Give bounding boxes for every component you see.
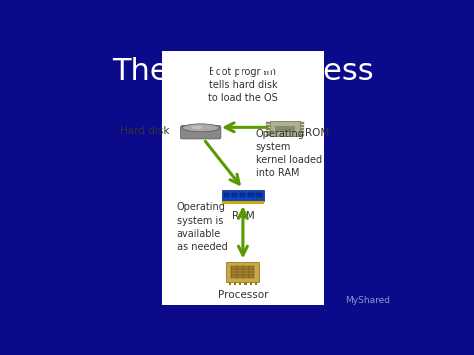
- FancyBboxPatch shape: [240, 193, 246, 197]
- FancyBboxPatch shape: [266, 125, 271, 126]
- FancyBboxPatch shape: [248, 193, 254, 197]
- FancyBboxPatch shape: [181, 126, 221, 139]
- Text: ROM: ROM: [305, 128, 329, 138]
- FancyBboxPatch shape: [224, 193, 229, 197]
- Ellipse shape: [191, 126, 202, 129]
- FancyBboxPatch shape: [300, 131, 304, 132]
- FancyBboxPatch shape: [300, 122, 304, 124]
- FancyBboxPatch shape: [275, 126, 295, 132]
- FancyBboxPatch shape: [266, 122, 271, 124]
- Text: The Boot Process: The Boot Process: [112, 57, 374, 86]
- FancyBboxPatch shape: [271, 121, 300, 136]
- FancyBboxPatch shape: [227, 262, 259, 283]
- FancyBboxPatch shape: [256, 193, 262, 197]
- Ellipse shape: [182, 124, 219, 132]
- Text: MyShared: MyShared: [346, 296, 390, 305]
- FancyBboxPatch shape: [245, 283, 246, 285]
- Text: Hard disk: Hard disk: [120, 126, 169, 136]
- FancyBboxPatch shape: [228, 283, 231, 285]
- FancyBboxPatch shape: [255, 283, 257, 285]
- FancyBboxPatch shape: [162, 51, 324, 305]
- FancyBboxPatch shape: [234, 283, 236, 285]
- Text: Processor: Processor: [218, 290, 268, 300]
- FancyBboxPatch shape: [250, 283, 252, 285]
- Text: Operating
system
kernel loaded
into RAM: Operating system kernel loaded into RAM: [256, 129, 322, 178]
- FancyBboxPatch shape: [300, 128, 304, 130]
- FancyBboxPatch shape: [266, 131, 271, 132]
- FancyBboxPatch shape: [300, 125, 304, 126]
- FancyBboxPatch shape: [239, 283, 241, 285]
- Text: Operating
system is
available
as needed: Operating system is available as needed: [177, 202, 228, 252]
- FancyBboxPatch shape: [266, 134, 271, 136]
- FancyBboxPatch shape: [222, 201, 264, 204]
- Text: RAM: RAM: [232, 211, 254, 221]
- FancyBboxPatch shape: [300, 134, 304, 136]
- FancyBboxPatch shape: [232, 193, 237, 197]
- Text: Boot program
tells hard disk
to load the OS: Boot program tells hard disk to load the…: [208, 67, 278, 103]
- FancyBboxPatch shape: [231, 266, 255, 278]
- FancyBboxPatch shape: [222, 190, 264, 201]
- FancyBboxPatch shape: [266, 128, 271, 130]
